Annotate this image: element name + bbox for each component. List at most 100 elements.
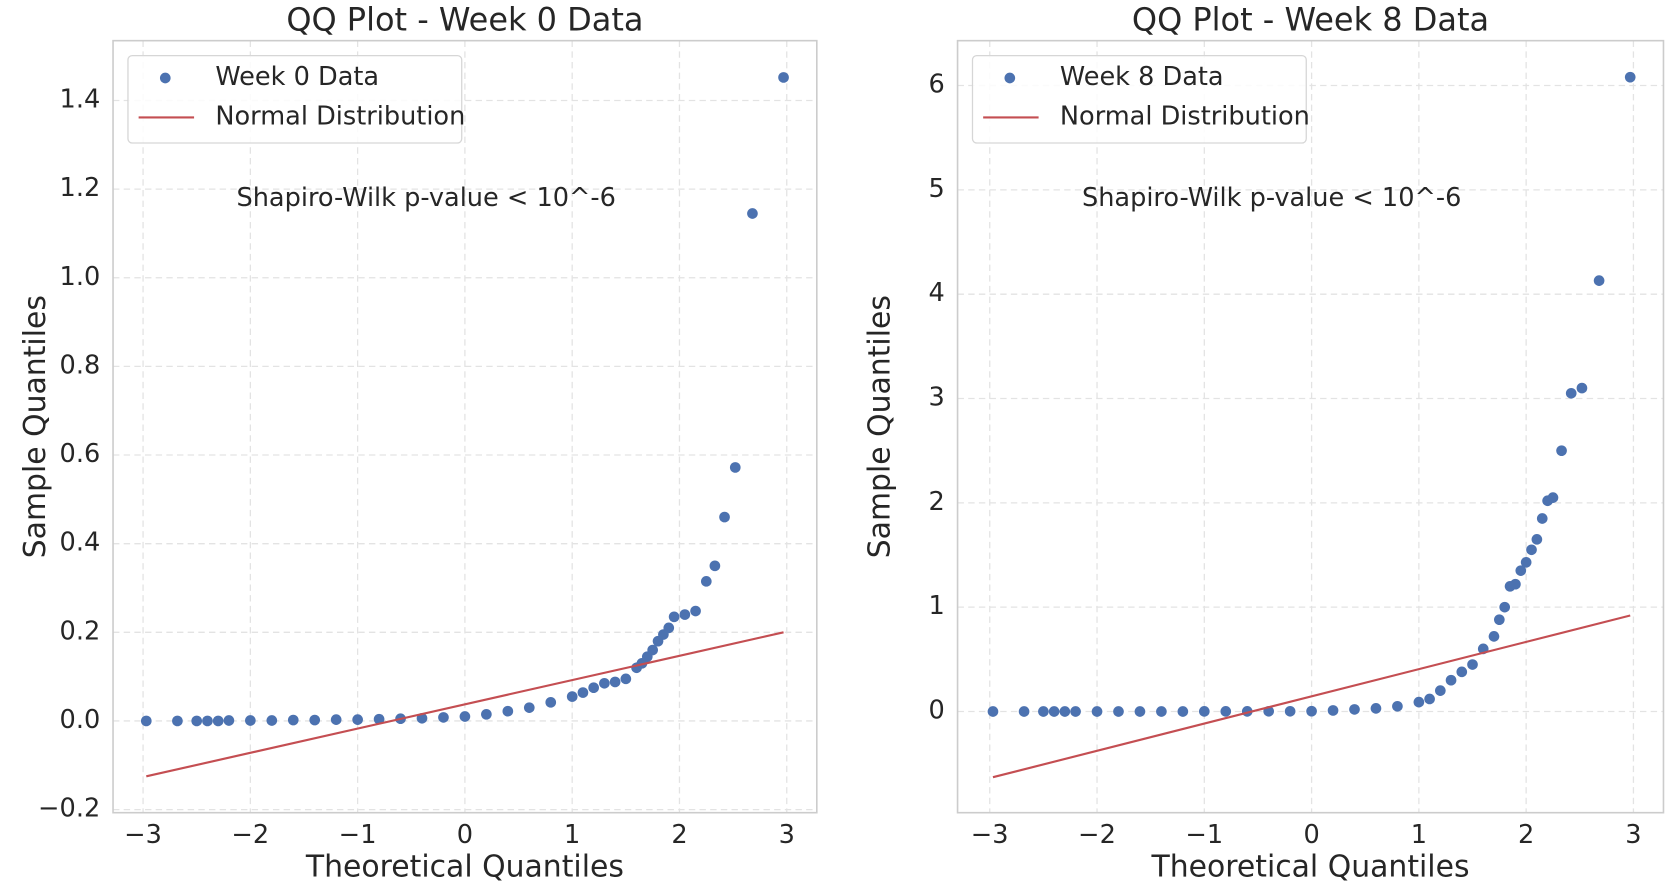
y-tick-label: 6 [928,70,944,100]
point [1556,445,1567,457]
point [1349,704,1360,715]
legend-box [127,54,463,144]
point [668,611,680,623]
point [373,713,385,725]
point [778,72,789,83]
point [523,702,535,713]
point [287,714,299,726]
point [747,208,758,219]
x-tick-label: 3 [779,820,795,850]
axes-frame [112,39,818,814]
y-tick-label: 0.8 [60,350,101,380]
x-tick-label: −3 [124,820,162,850]
y-tick-label: 0.4 [60,528,101,558]
x-axis-label: Theoretical Quantiles [305,850,624,885]
point [309,714,321,726]
point [1220,706,1232,717]
point [1515,565,1527,576]
annotation: Shapiro-Wilk p-value < 10^-6 [1082,183,1461,213]
point [1070,706,1081,717]
point [459,711,471,722]
y-tick-label: 2 [928,487,944,517]
y-tick-label: 0 [928,695,944,725]
point [647,644,658,656]
legend-label: Normal Distribution [1060,101,1310,131]
point [663,622,675,634]
point [223,715,235,726]
x-tick-label: −1 [339,820,377,850]
x-tick-label: −2 [231,820,269,850]
x-tick-label: 3 [1625,820,1641,850]
y-tick-label: 1 [928,591,944,621]
point [1198,706,1210,717]
point [709,560,721,572]
point [1565,387,1577,399]
point [545,697,557,708]
point [352,714,363,725]
point [172,715,183,727]
point [1547,492,1559,503]
axes-frame [956,39,1665,814]
reference-line [992,614,1631,779]
point [1018,706,1030,717]
point [690,605,701,617]
point [700,576,712,587]
legend-marker [1004,72,1016,84]
point [1038,706,1049,717]
chart-title: QQ Plot - Week 0 Data [286,0,643,38]
point [577,687,589,698]
x-tick-label: −1 [1185,820,1223,850]
point [1370,703,1382,714]
point [1134,706,1146,717]
point [1424,693,1435,705]
point [212,715,224,727]
point [1531,534,1543,545]
point [1156,706,1167,717]
point [330,714,342,725]
y-tick-label: −0.2 [38,794,100,824]
legend-label: Week 8 Data [1060,62,1224,92]
y-tick-label: 1.2 [60,173,101,203]
y-tick-label: 5 [928,174,944,204]
point [1177,706,1189,717]
point [1445,674,1457,686]
x-tick-label: 1 [564,820,580,850]
point [620,673,632,685]
point [599,677,610,689]
x-tick-label: 1 [1411,820,1427,850]
point [191,715,203,727]
y-axis-label: Sample Quantiles [862,295,897,558]
x-axis-label: Theoretical Quantiles [1151,850,1470,885]
x-tick-label: 2 [671,820,687,850]
point [1413,696,1425,708]
y-tick-label: 3 [928,383,944,413]
point [1499,601,1511,613]
point [1091,706,1103,717]
point [1059,706,1071,717]
point [729,462,741,473]
legend-marker [159,72,171,84]
point [609,676,621,688]
point [679,609,691,620]
y-tick-label: 4 [928,278,944,308]
point [1306,705,1317,717]
point [1467,659,1478,670]
point [588,682,599,694]
point [719,511,730,523]
point [1456,666,1468,678]
legend-label: Week 0 Data [215,62,379,92]
point [266,715,278,726]
x-tick-label: −2 [1078,820,1116,850]
legend-label: Normal Distribution [215,101,465,131]
point [502,705,514,717]
point [1284,705,1296,717]
reference-line [146,631,784,778]
point [1526,544,1537,556]
point [1624,71,1636,83]
y-tick-label: 1.0 [60,262,101,292]
x-tick-label: 2 [1518,820,1534,850]
annotation: Shapiro-Wilk p-value < 10^-6 [236,183,615,213]
point [987,706,999,717]
point [1536,513,1548,524]
